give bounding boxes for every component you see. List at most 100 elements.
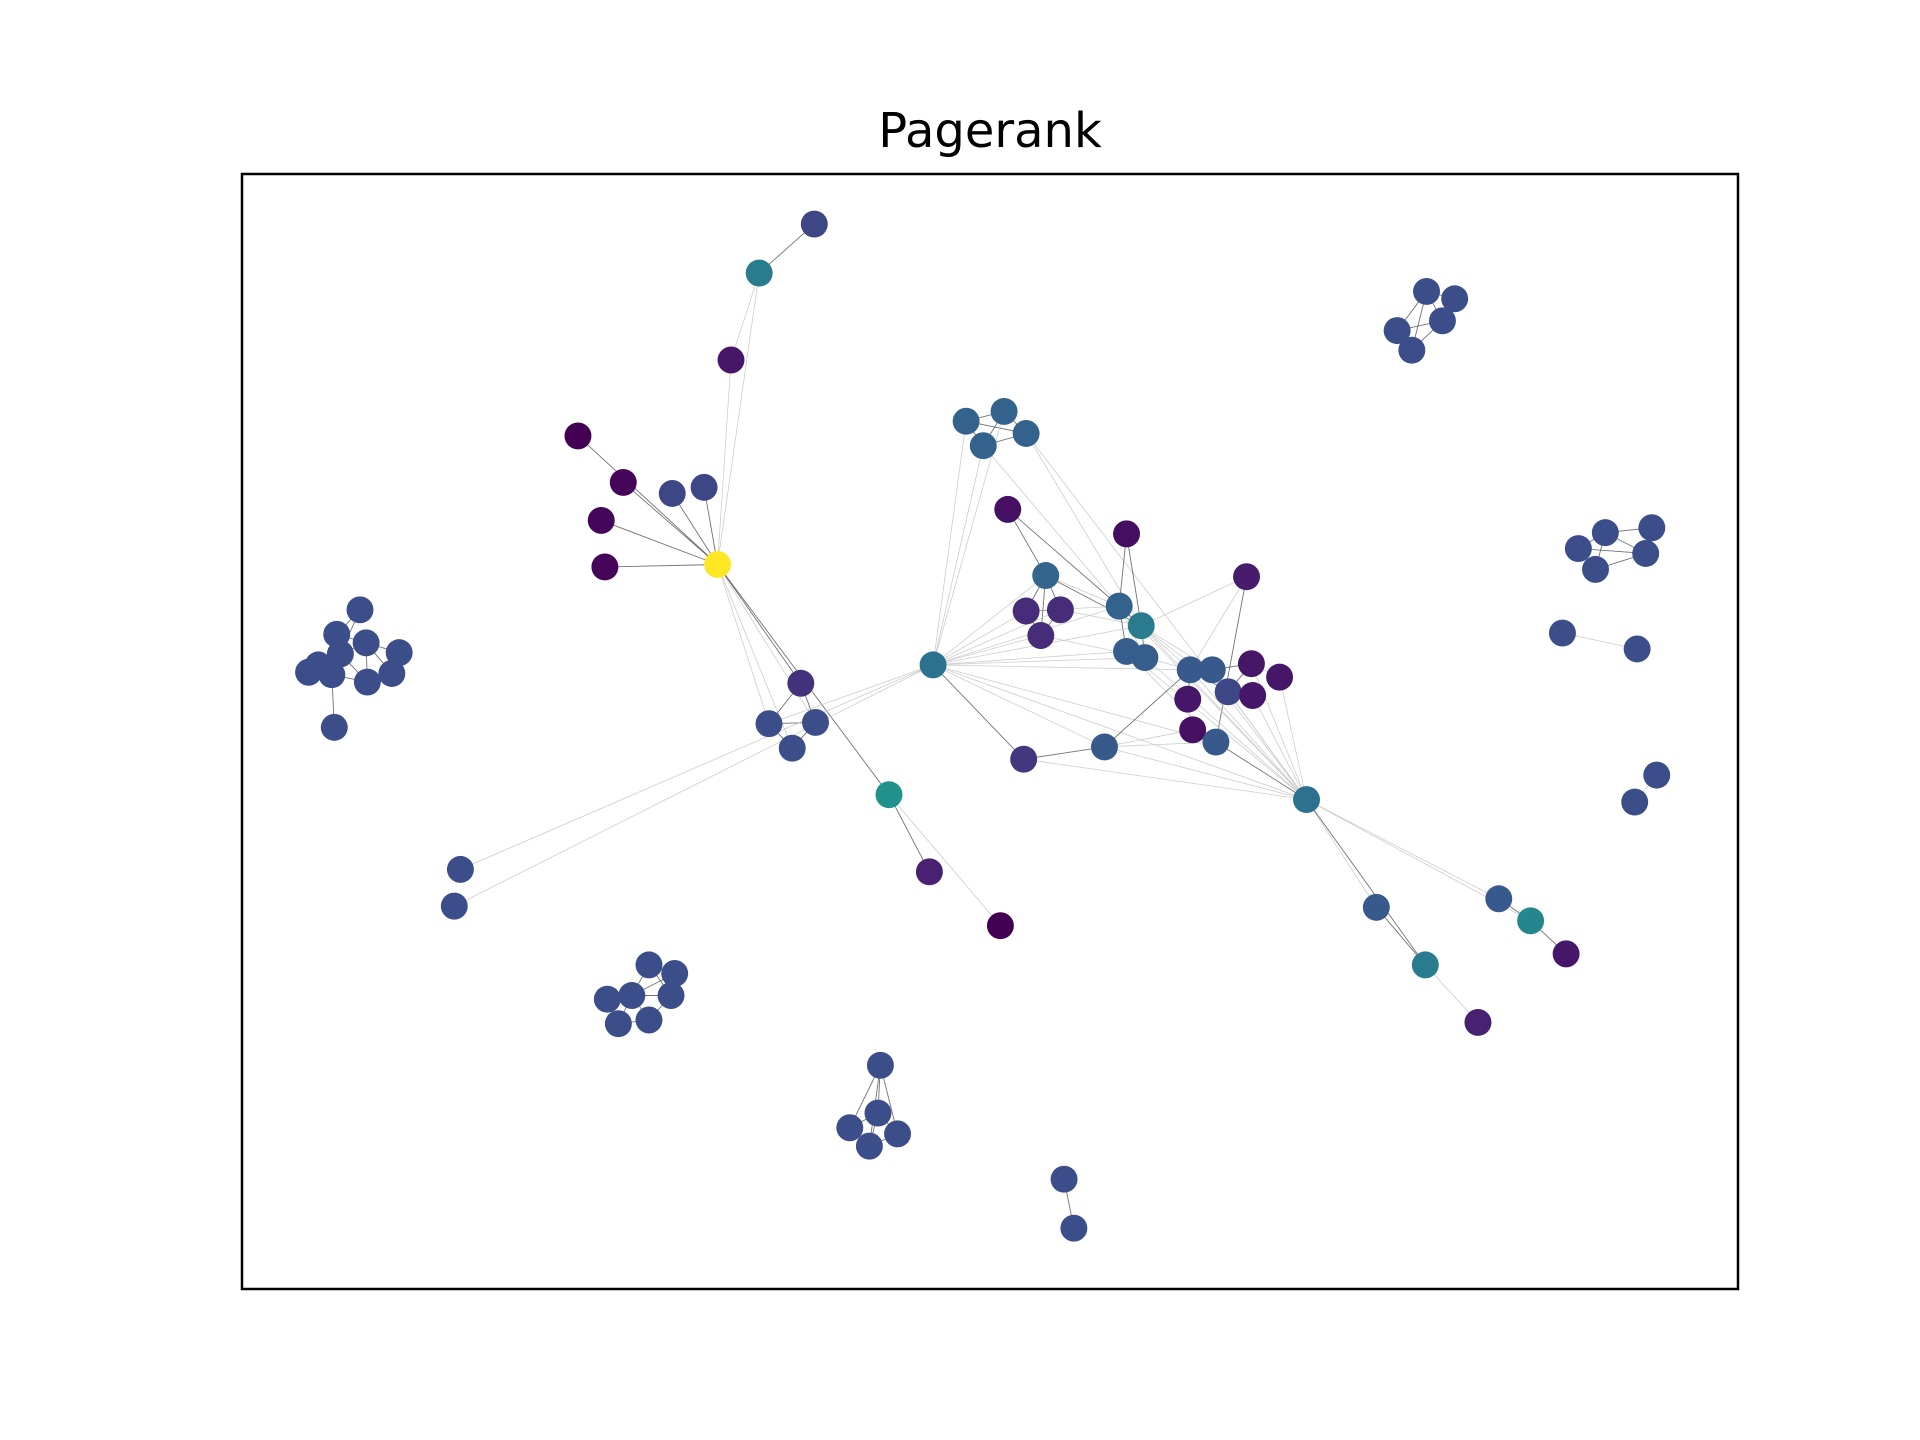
edge-n47-n33 [1144, 657, 1307, 800]
node-n67 [1621, 788, 1649, 816]
node-n26 [1032, 562, 1060, 589]
plot-frame [240, 172, 1740, 1291]
node-n59 [1591, 519, 1619, 547]
edge-n4-n10 [577, 435, 719, 565]
node-n44 [1202, 728, 1230, 756]
node-n13 [802, 708, 829, 736]
edge-n35-n31 [1140, 576, 1247, 627]
node-n22 [1012, 420, 1040, 447]
node-n58 [1398, 336, 1426, 364]
node-n5 [609, 468, 637, 496]
node-n72 [326, 640, 354, 668]
node-n62 [1632, 540, 1660, 567]
node-n23 [969, 432, 997, 460]
node-n36 [1176, 656, 1204, 684]
node-n11 [787, 669, 815, 697]
node-n80 [661, 960, 689, 987]
edge-n19-n34 [453, 664, 934, 907]
node-n65 [1623, 635, 1651, 663]
node-n24 [994, 495, 1022, 523]
edge-n47-n39 [1279, 676, 1307, 800]
edge-n34-n44 [932, 664, 1217, 743]
node-n1 [800, 210, 828, 238]
edge-n46-n47 [1023, 758, 1307, 800]
node-n2 [745, 259, 773, 287]
edge-n47-n49 [1306, 799, 1426, 966]
edge-n47-n42 [1252, 695, 1307, 800]
node-n19 [440, 892, 468, 920]
node-n30 [1105, 592, 1133, 620]
node-n77 [378, 660, 406, 687]
node-n10 [704, 551, 732, 578]
node-n46 [1010, 745, 1038, 773]
node-n31 [1127, 612, 1155, 640]
edge-n9-n10 [604, 564, 719, 568]
node-n15 [875, 781, 903, 809]
edge-n34-n27 [932, 610, 1027, 666]
node-n85 [635, 1006, 663, 1034]
edge-n25-n31 [1126, 533, 1142, 627]
edge-n34-n12 [768, 664, 934, 725]
edge-n45-n46 [1023, 746, 1105, 760]
node-n78 [320, 713, 348, 741]
edge-n2-n3 [730, 272, 760, 361]
edge-n18-n34 [460, 664, 934, 870]
node-n84 [604, 1010, 632, 1038]
edge-n45-n36 [1104, 669, 1191, 748]
node-n64 [1548, 619, 1576, 647]
node-n70 [352, 629, 380, 657]
node-n33 [1131, 644, 1159, 672]
node-n50 [1464, 1008, 1492, 1036]
edge-n34-n26 [932, 575, 1047, 666]
edge-n47-n30 [1118, 605, 1307, 800]
node-n91 [1050, 1165, 1078, 1193]
node-n43 [1179, 716, 1207, 744]
edge-n34-n30 [932, 605, 1120, 666]
node-n86 [866, 1051, 894, 1079]
node-n34 [919, 651, 947, 679]
node-n71 [385, 639, 413, 667]
edge-n15-n17 [888, 794, 1001, 927]
edge-n34-n28 [932, 609, 1061, 666]
node-n89 [884, 1120, 912, 1148]
node-n56 [1428, 307, 1456, 335]
node-n57 [1383, 317, 1411, 345]
node-n87 [864, 1099, 892, 1127]
node-n21 [990, 397, 1018, 425]
node-n66 [1643, 761, 1671, 789]
edge-n23-n30 [982, 445, 1120, 607]
edge-n47-n41 [1227, 691, 1307, 800]
node-n18 [446, 855, 474, 883]
edge-n24-n30 [1007, 508, 1120, 607]
node-n88 [836, 1114, 864, 1142]
node-n25 [1113, 520, 1140, 548]
edge-n45-n47 [1104, 746, 1307, 800]
edge-n20-n34 [932, 420, 967, 666]
node-n45 [1091, 733, 1118, 761]
edge-n47-n36 [1189, 669, 1307, 800]
node-n20 [952, 407, 980, 435]
node-n60 [1638, 514, 1666, 542]
edge-n45-n44 [1104, 741, 1217, 748]
edge-n34-n32 [932, 651, 1127, 666]
node-n14 [778, 734, 806, 762]
node-n76 [353, 668, 381, 696]
node-n79 [635, 951, 663, 979]
node-n38 [1237, 650, 1265, 678]
node-n17 [986, 912, 1014, 940]
node-n41 [1214, 678, 1242, 706]
node-n49 [1411, 951, 1439, 979]
node-n90 [855, 1132, 883, 1160]
edge-n10-n11 [717, 564, 802, 684]
node-n52 [1517, 907, 1545, 935]
node-n48 [1362, 893, 1390, 921]
edge-n8-n10 [600, 519, 719, 565]
node-n16 [915, 858, 943, 886]
node-n42 [1239, 682, 1267, 709]
node-n6 [658, 480, 686, 507]
node-n9 [591, 553, 619, 581]
edge-n10-n13 [717, 564, 816, 723]
chart-title: Pagerank [878, 103, 1102, 159]
edge-n34-n46 [932, 664, 1025, 760]
